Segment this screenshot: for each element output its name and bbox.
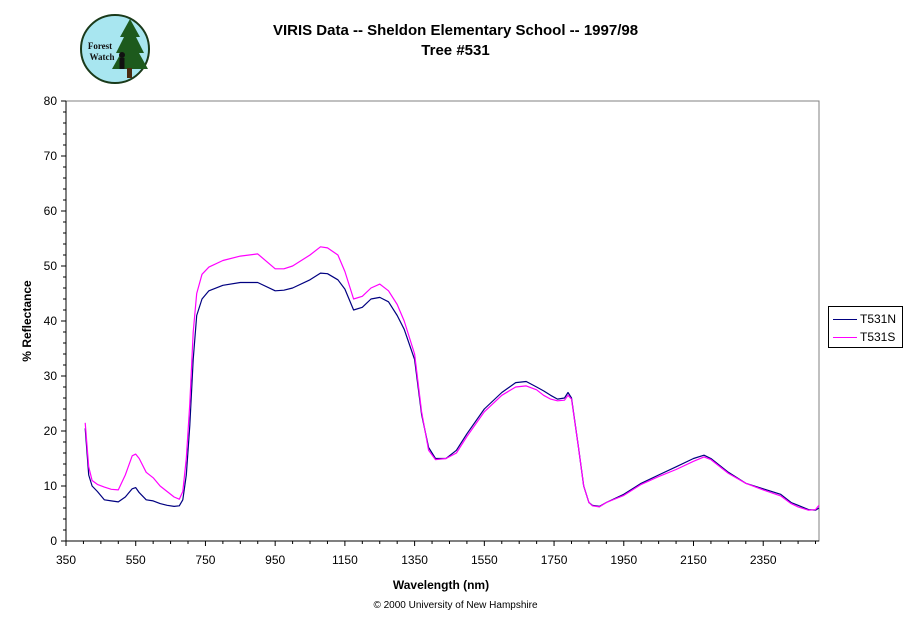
y-axis-label: % Reflectance [20,280,34,362]
x-tick-label: 1350 [401,553,428,567]
logo-text-line2: Watch [89,52,114,62]
x-tick-label: 2150 [680,553,707,567]
legend-item: T531S [833,329,895,345]
y-tick-label: 80 [44,94,58,108]
x-tick-label: 1550 [471,553,498,567]
legend: T531N T531S [828,306,903,348]
x-tick-label: 1750 [541,553,568,567]
legend-item: T531N [833,311,896,327]
logo-text-line1: Forest [88,41,112,51]
copyright-notice: © 2000 University of New Hampshire [373,600,538,611]
y-tick-label: 20 [44,424,58,438]
chart-subtitle: Tree #531 [421,42,490,59]
x-tick-label: 950 [265,553,285,567]
axes: 0 10 20 30 40 50 60 70 80 350 550 750 950 1150 1350 155… [44,94,820,567]
y-tick-label: 70 [44,149,58,163]
y-tick-label: 30 [44,369,58,383]
y-tick-label: 40 [44,314,58,328]
y-tick-label: 0 [50,534,57,548]
y-tick-label: 50 [44,259,58,273]
x-tick-label: 1150 [332,553,358,567]
x-tick-label: 550 [126,553,146,567]
series-line-t531s [84,246,820,511]
y-tick-label: 60 [44,204,58,218]
series-lines [84,246,820,511]
plot-area [65,100,820,542]
series-line-t531n [84,272,820,511]
y-tick-label: 10 [44,479,58,493]
x-tick-label: 1950 [610,553,637,567]
x-tick-label: 750 [195,553,215,567]
forest-watch-logo: Forest Watch [80,14,150,84]
x-axis-label: Wavelength (nm) [393,578,489,592]
legend-label-t531n: T531N [860,312,897,326]
x-tick-label: 2350 [750,553,777,567]
legend-label-t531s: T531S [860,330,896,344]
legend-swatch-t531n [833,318,857,320]
person-icon [119,52,125,69]
x-tick-label: 350 [56,553,76,567]
legend-swatch-t531s [833,336,857,338]
chart-title: VIRIS Data -- Sheldon Elementary School … [272,22,639,39]
